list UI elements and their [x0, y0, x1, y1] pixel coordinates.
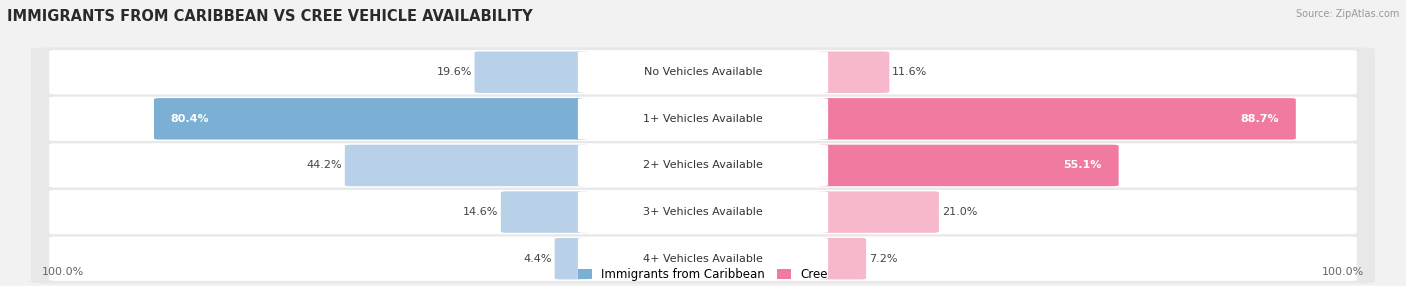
FancyBboxPatch shape	[31, 47, 1375, 97]
Text: 88.7%: 88.7%	[1240, 114, 1279, 124]
Text: 19.6%: 19.6%	[436, 67, 471, 77]
FancyBboxPatch shape	[817, 145, 1119, 186]
FancyBboxPatch shape	[49, 50, 1357, 94]
Text: 100.0%: 100.0%	[1322, 267, 1364, 277]
FancyBboxPatch shape	[578, 238, 828, 279]
Text: 2+ Vehicles Available: 2+ Vehicles Available	[643, 160, 763, 170]
FancyBboxPatch shape	[578, 191, 828, 233]
FancyBboxPatch shape	[578, 51, 828, 93]
FancyBboxPatch shape	[31, 94, 1375, 144]
FancyBboxPatch shape	[31, 234, 1375, 283]
Text: 100.0%: 100.0%	[42, 267, 84, 277]
FancyBboxPatch shape	[31, 141, 1375, 190]
Text: 1+ Vehicles Available: 1+ Vehicles Available	[643, 114, 763, 124]
FancyBboxPatch shape	[554, 238, 589, 279]
FancyBboxPatch shape	[817, 51, 889, 93]
Text: 80.4%: 80.4%	[172, 114, 209, 124]
FancyBboxPatch shape	[501, 191, 589, 233]
FancyBboxPatch shape	[344, 145, 589, 186]
Text: 21.0%: 21.0%	[942, 207, 977, 217]
Legend: Immigrants from Caribbean, Cree: Immigrants from Caribbean, Cree	[574, 263, 832, 286]
FancyBboxPatch shape	[49, 97, 1357, 141]
Text: No Vehicles Available: No Vehicles Available	[644, 67, 762, 77]
Text: 11.6%: 11.6%	[893, 67, 928, 77]
Text: 7.2%: 7.2%	[869, 254, 897, 264]
FancyBboxPatch shape	[817, 238, 866, 279]
FancyBboxPatch shape	[817, 98, 1296, 140]
FancyBboxPatch shape	[49, 237, 1357, 281]
FancyBboxPatch shape	[578, 145, 828, 186]
FancyBboxPatch shape	[155, 98, 589, 140]
Text: 14.6%: 14.6%	[463, 207, 498, 217]
Text: IMMIGRANTS FROM CARIBBEAN VS CREE VEHICLE AVAILABILITY: IMMIGRANTS FROM CARIBBEAN VS CREE VEHICL…	[7, 9, 533, 23]
FancyBboxPatch shape	[475, 51, 589, 93]
Text: Source: ZipAtlas.com: Source: ZipAtlas.com	[1295, 9, 1399, 19]
FancyBboxPatch shape	[49, 190, 1357, 234]
Text: 44.2%: 44.2%	[307, 160, 342, 170]
FancyBboxPatch shape	[49, 143, 1357, 188]
FancyBboxPatch shape	[578, 98, 828, 140]
Text: 4.4%: 4.4%	[523, 254, 551, 264]
Text: 4+ Vehicles Available: 4+ Vehicles Available	[643, 254, 763, 264]
FancyBboxPatch shape	[817, 191, 939, 233]
FancyBboxPatch shape	[31, 187, 1375, 237]
Text: 3+ Vehicles Available: 3+ Vehicles Available	[643, 207, 763, 217]
Text: 55.1%: 55.1%	[1063, 160, 1102, 170]
